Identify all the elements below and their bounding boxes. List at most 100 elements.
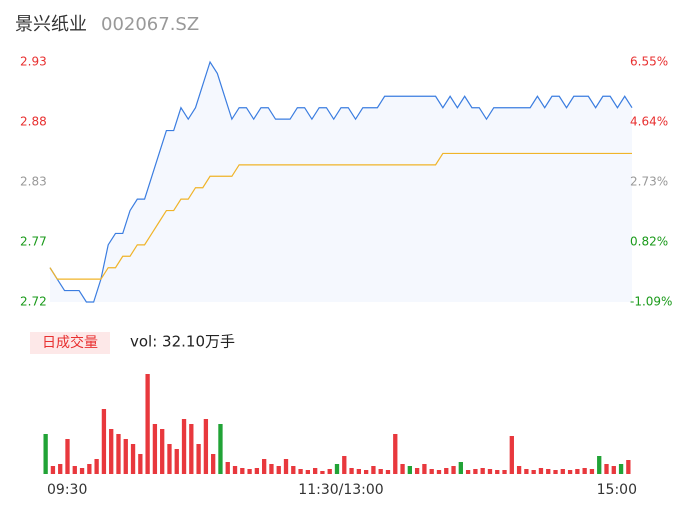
volume-bar bbox=[174, 449, 179, 474]
volume-bar bbox=[400, 464, 405, 474]
volume-bar bbox=[320, 471, 325, 474]
volume-bar bbox=[444, 468, 449, 474]
volume-bar bbox=[538, 468, 544, 474]
volume-bar bbox=[356, 469, 362, 474]
volume-bar bbox=[101, 409, 107, 474]
volume-bar bbox=[181, 419, 187, 474]
volume-bar bbox=[378, 469, 383, 474]
volume-bar bbox=[218, 424, 223, 474]
volume-bar bbox=[626, 460, 631, 474]
y2-tick-label: 4.64% bbox=[630, 115, 668, 129]
volume-bar bbox=[473, 469, 478, 474]
volume-bar bbox=[211, 454, 216, 474]
volume-bar bbox=[575, 469, 580, 474]
volume-bar bbox=[305, 470, 311, 474]
y-tick-label: 2.72 bbox=[20, 295, 47, 309]
stock-code: 002067.SZ bbox=[101, 14, 199, 35]
volume-text: vol: 32.10万手 bbox=[130, 333, 235, 351]
volume-bar bbox=[553, 470, 558, 474]
volume-bar bbox=[327, 469, 332, 474]
stock-name: 景兴纸业 bbox=[15, 14, 87, 35]
volume-bar bbox=[371, 466, 376, 474]
volume-bar bbox=[203, 419, 209, 474]
volume-bar bbox=[385, 470, 391, 474]
volume-bar bbox=[269, 464, 274, 474]
volume-bar bbox=[138, 454, 143, 474]
volume-bar bbox=[611, 466, 616, 474]
volume-bar bbox=[349, 468, 354, 474]
volume-bar bbox=[116, 434, 121, 474]
x-tick-label: 11:30/13:00 bbox=[298, 482, 383, 498]
volume-bar bbox=[487, 469, 493, 474]
volume-bar bbox=[254, 468, 260, 474]
volume-bar bbox=[429, 469, 434, 474]
y-tick-label: 2.93 bbox=[20, 55, 47, 69]
volume-bar bbox=[298, 469, 303, 474]
volume-bar bbox=[604, 464, 609, 474]
volume-bar bbox=[502, 470, 507, 474]
volume-bar bbox=[65, 439, 70, 474]
price-line bbox=[49, 60, 633, 303]
volume-bar bbox=[276, 466, 281, 474]
volume-bar bbox=[516, 466, 522, 474]
volume-bar bbox=[618, 464, 624, 474]
volume-bar bbox=[130, 444, 136, 474]
volume-bar bbox=[451, 466, 456, 474]
volume-bar bbox=[189, 424, 194, 474]
volume-bar bbox=[145, 374, 150, 474]
y-tick-label: 2.77 bbox=[20, 235, 47, 249]
volume-bar bbox=[560, 469, 565, 474]
volume-bar bbox=[363, 470, 369, 474]
avg-line bbox=[49, 152, 632, 280]
volume-bar bbox=[109, 429, 114, 474]
volume-bar bbox=[546, 469, 551, 474]
volume-bar bbox=[312, 468, 318, 474]
volume-bar bbox=[291, 466, 296, 474]
volume-bar bbox=[160, 429, 165, 474]
volume-tab-label[interactable]: 日成交量 bbox=[42, 334, 98, 351]
y2-tick-label: -1.09% bbox=[630, 295, 672, 309]
volume-bar bbox=[43, 434, 48, 474]
volume-bar bbox=[582, 468, 587, 474]
volume-bar bbox=[79, 468, 85, 474]
x-tick-label: 15:00 bbox=[597, 482, 637, 498]
volume-bar bbox=[232, 466, 238, 474]
price-area bbox=[50, 62, 632, 302]
y-tick-label: 2.88 bbox=[20, 115, 47, 129]
volume-bar bbox=[58, 464, 63, 474]
volume-bar bbox=[50, 466, 56, 474]
volume-bar bbox=[283, 459, 289, 474]
volume-bar bbox=[196, 444, 201, 474]
y2-tick-label: 6.55% bbox=[630, 55, 668, 69]
volume-bar bbox=[342, 456, 347, 474]
volume-bar bbox=[240, 468, 245, 474]
volume-bar bbox=[407, 466, 412, 474]
volume-bar bbox=[524, 469, 529, 474]
volume-bar bbox=[225, 462, 230, 474]
volume-bar bbox=[167, 444, 172, 474]
volume-bar bbox=[567, 470, 573, 474]
volume-bar bbox=[495, 470, 500, 474]
volume-bar bbox=[436, 470, 442, 474]
volume-bar bbox=[247, 469, 252, 474]
volume-bar bbox=[589, 469, 595, 474]
y-tick-label: 2.83 bbox=[20, 175, 47, 189]
y2-tick-label: 0.82% bbox=[630, 235, 668, 249]
volume-bar bbox=[597, 456, 602, 474]
volume-bar bbox=[531, 470, 536, 474]
volume-bar bbox=[152, 424, 158, 474]
x-tick-label: 09:30 bbox=[47, 482, 87, 498]
volume-bar bbox=[414, 468, 420, 474]
y2-tick-label: 2.73% bbox=[630, 175, 668, 189]
volume-bar bbox=[334, 464, 340, 474]
volume-bar bbox=[422, 464, 427, 474]
volume-bar bbox=[94, 459, 99, 474]
volume-bar bbox=[465, 470, 471, 474]
volume-bar bbox=[87, 464, 92, 474]
volume-bar bbox=[480, 468, 485, 474]
volume-tab[interactable] bbox=[30, 332, 110, 354]
volume-bar bbox=[458, 462, 463, 474]
volume-bar bbox=[509, 436, 514, 474]
